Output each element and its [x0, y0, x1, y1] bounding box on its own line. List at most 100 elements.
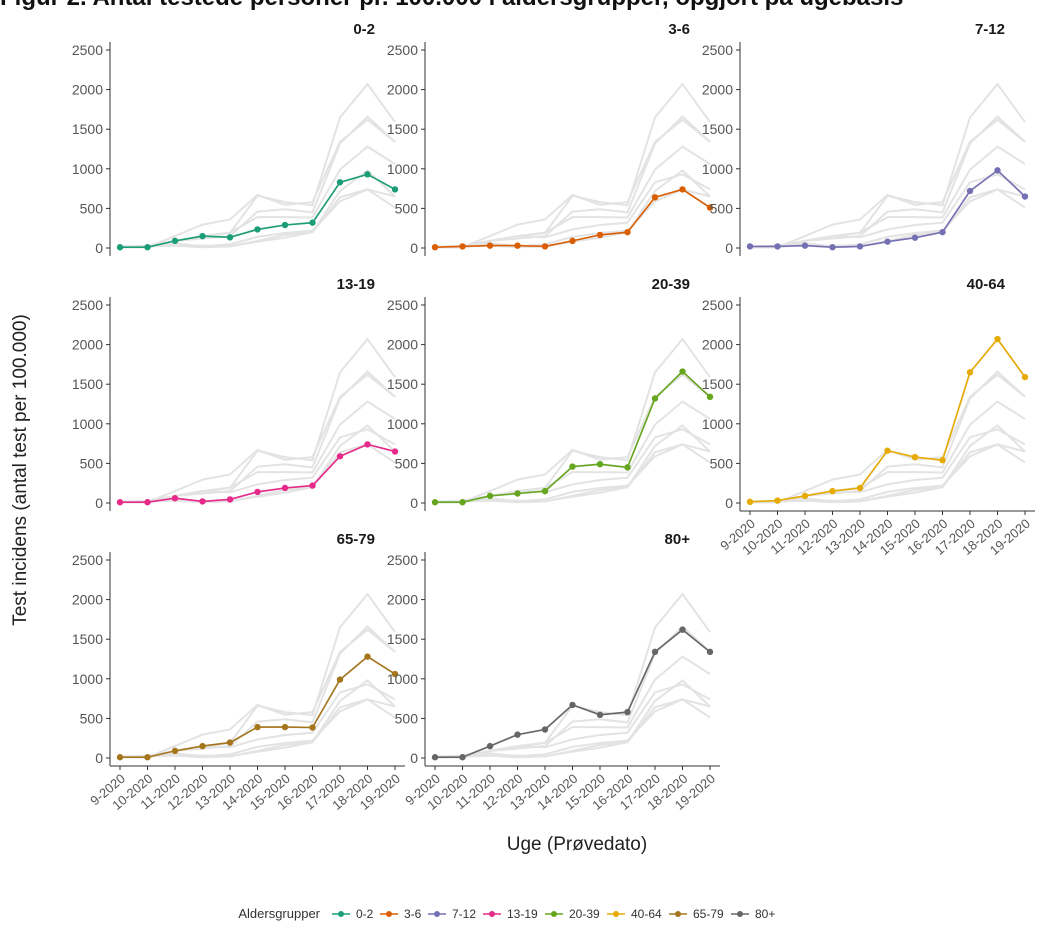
data-point-20-39	[651, 395, 659, 402]
y-tick-label: 500	[395, 455, 419, 471]
data-point-65-79	[254, 723, 261, 731]
y-tick-label: 0	[725, 240, 733, 256]
data-point-80+	[596, 711, 604, 719]
data-point-65-79	[391, 670, 399, 678]
y-tick-label: 1500	[387, 121, 418, 137]
y-tick-label: 2000	[72, 337, 103, 353]
data-point-7-12	[884, 238, 891, 245]
background-line-80+	[750, 118, 1026, 249]
data-point-3-6	[596, 231, 604, 239]
y-tick-label: 1000	[387, 671, 418, 687]
background-line-13-19	[435, 443, 711, 504]
legend-item-0-2: 0-2	[356, 907, 374, 921]
data-point-7-12	[856, 243, 864, 250]
y-tick-label: 0	[95, 750, 103, 766]
data-point-80+	[459, 754, 466, 761]
legend: Aldersgrupper 0-2 3-6 7-12 13-19 20-39 40-64 65…	[238, 906, 775, 921]
y-tick-label: 1500	[387, 376, 418, 392]
y-tick-label: 0	[410, 240, 418, 256]
background-line-7-12	[120, 424, 396, 504]
y-tick-label: 0	[410, 495, 418, 511]
background-line-40-64	[119, 337, 396, 503]
background-line-80+	[435, 373, 711, 504]
data-point-7-12	[994, 167, 1001, 174]
data-point-13-19	[309, 482, 316, 489]
data-point-20-39	[706, 393, 714, 401]
data-point-0-2	[116, 244, 124, 251]
background-line-7-12	[435, 424, 711, 504]
background-line-3-6	[119, 188, 396, 249]
data-point-40-64	[966, 369, 974, 376]
y-tick-label: 2500	[72, 297, 103, 313]
legend-key-point	[434, 911, 440, 917]
background-line-13-19	[120, 188, 396, 249]
data-point-0-2	[309, 219, 316, 226]
data-point-7-12	[939, 228, 946, 236]
background-line-65-79	[435, 145, 711, 249]
data-point-0-2	[199, 232, 206, 240]
data-point-40-64	[884, 447, 891, 454]
data-point-0-2	[281, 221, 289, 229]
y-tick-label: 500	[710, 455, 734, 471]
data-point-0-2	[144, 244, 151, 251]
y-tick-label: 0	[95, 495, 103, 511]
y-tick-label: 500	[80, 200, 104, 216]
data-point-20-39	[596, 460, 604, 468]
background-line-65-79	[435, 655, 711, 759]
data-point-7-12	[801, 242, 809, 249]
data-point-3-6	[459, 243, 466, 250]
y-tick-label: 1000	[702, 161, 733, 177]
data-point-40-64	[801, 492, 809, 500]
background-line-13-19	[750, 443, 1026, 504]
y-tick-label: 2000	[72, 592, 103, 608]
background-line-7-12	[120, 679, 396, 759]
legend-key-point	[489, 911, 495, 917]
y-tick-label: 0	[95, 240, 103, 256]
data-point-13-19	[116, 499, 124, 506]
panel-title-40-64: 40-64	[967, 276, 1006, 293]
panel-40-64: 40-64050010001500200025009-202010-202011…	[702, 276, 1035, 558]
data-point-20-39	[569, 463, 576, 470]
data-point-7-12	[746, 243, 754, 250]
data-point-3-6	[514, 242, 521, 249]
background-line-7-12	[750, 169, 1026, 249]
panel-title-0-2: 0-2	[353, 21, 375, 38]
y-tick-label: 2500	[387, 42, 418, 58]
data-point-13-19	[199, 498, 206, 505]
y-tick-label: 1000	[72, 416, 103, 432]
data-point-7-12	[829, 244, 836, 251]
background-line-40-64	[434, 337, 711, 503]
data-point-40-64	[911, 453, 919, 461]
x-axis-title: Uge (Prøvedato)	[507, 834, 647, 855]
y-tick-label: 1500	[72, 631, 103, 647]
data-point-7-12	[966, 187, 974, 195]
legend-title: Aldersgrupper	[238, 906, 320, 921]
legend-key-point	[338, 911, 344, 917]
data-point-20-39	[459, 499, 466, 506]
data-point-80+	[541, 726, 549, 733]
panel-0-2: 0-2 0 500 1000 1500 2000 2500	[72, 21, 399, 256]
background-line-7-12	[120, 169, 396, 249]
background-line-40-64	[119, 592, 396, 758]
y-tick-label: 1000	[72, 671, 103, 687]
panel-title-80+: 80+	[665, 531, 691, 548]
data-point-3-6	[706, 204, 714, 211]
y-tick-label: 500	[395, 200, 419, 216]
data-point-20-39	[486, 492, 494, 500]
data-point-65-79	[281, 723, 289, 731]
legend-item-20-39: 20-39	[569, 907, 600, 921]
background-line-13-19	[120, 698, 396, 759]
data-point-20-39	[514, 490, 521, 497]
data-point-13-19	[281, 484, 289, 492]
y-tick-label: 1500	[72, 376, 103, 392]
data-point-65-79	[336, 676, 344, 683]
data-point-20-39	[431, 499, 439, 506]
data-point-40-64	[856, 484, 864, 492]
data-point-3-6	[486, 242, 494, 249]
data-point-80+	[486, 742, 494, 750]
legend-item-3-6: 3-6	[404, 907, 422, 921]
data-point-7-12	[774, 243, 781, 250]
panel-80+: 80+050010001500200025009-202010-202011-2…	[387, 531, 720, 813]
background-line-40-64	[749, 337, 1026, 503]
